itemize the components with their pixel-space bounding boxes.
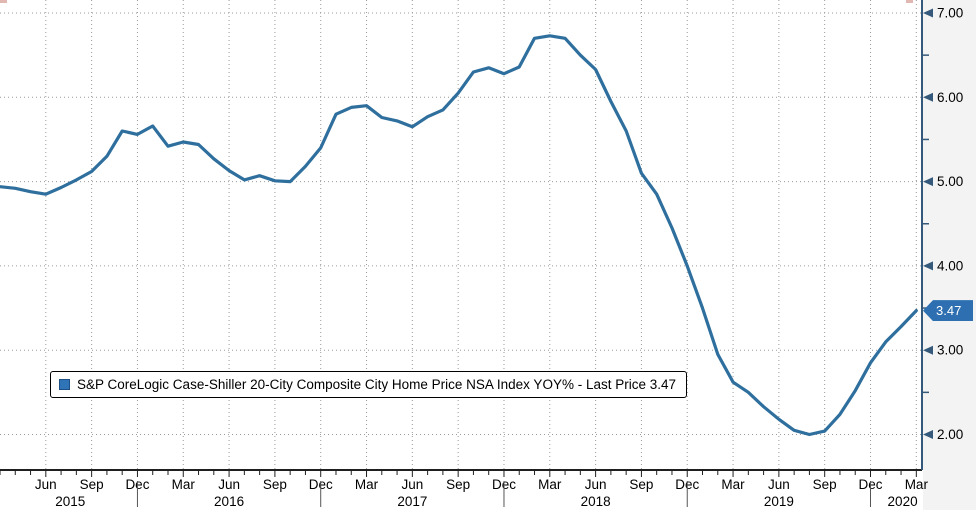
x-tick-label: Mar [721,477,745,492]
x-tick-label: Sep [813,477,837,492]
y-tick-arrow-icon [923,8,933,18]
x-tick-label: Jun [218,477,240,492]
x-year-label: 2017 [397,494,427,509]
y-tick-label: 3.00 [937,343,963,358]
y-tick-label: 4.00 [937,258,963,273]
legend-label: S&P CoreLogic Case-Shiller 20-City Compo… [77,377,676,392]
x-year-label: 2015 [55,494,85,509]
gridlines [0,0,922,470]
x-axis-ticks-labels: Jun Sep Dec Mar Jun Sep Dec Mar Jun Sep Dec Mar Jun S… [0,471,928,509]
y-axis-label-strip [923,0,976,510]
x-tick-label: Mar [355,477,379,492]
x-year-label: 2019 [764,494,794,509]
price-line-series [0,34,918,437]
y-axis-ticks-labels: 2.00 3.00 4.00 5.00 6.00 7.00 [922,6,963,442]
x-tick-label: Jun [585,477,607,492]
y-tick-arrow-icon [923,430,933,439]
x-tick-label: Jun [35,477,57,492]
x-tick-label: Sep [80,477,104,492]
x-tick-label: Sep [629,477,653,492]
x-tick-label: Mar [905,477,929,492]
legend-box: S&P CoreLogic Case-Shiller 20-City Compo… [50,371,687,398]
x-year-label: 2020 [888,494,918,509]
x-year-label: 2018 [581,494,611,509]
x-tick-label: Jun [768,477,790,492]
series-marker-swatch [59,379,70,390]
corner-mark-left [0,0,7,3]
corner-mark-right [906,0,913,3]
y-tick-arrow-icon [923,92,933,102]
y-tick-label: 5.00 [937,174,963,189]
x-tick-label: Mar [172,477,196,492]
y-tick-arrow-icon [923,177,933,187]
x-tick-label: Jun [401,477,423,492]
y-tick-label: 6.00 [937,90,963,105]
x-tick-label: Sep [263,477,287,492]
y-tick-label: 2.00 [937,427,963,442]
y-tick-arrow-icon [923,345,933,355]
y-tick-arrow-icon [923,261,933,271]
last-price-badge: 3.47 [923,300,973,322]
y-tick-label: 7.00 [937,6,963,21]
x-tick-label: Sep [446,477,470,492]
x-tick-label: Mar [538,477,562,492]
x-year-label: 2016 [214,494,244,509]
